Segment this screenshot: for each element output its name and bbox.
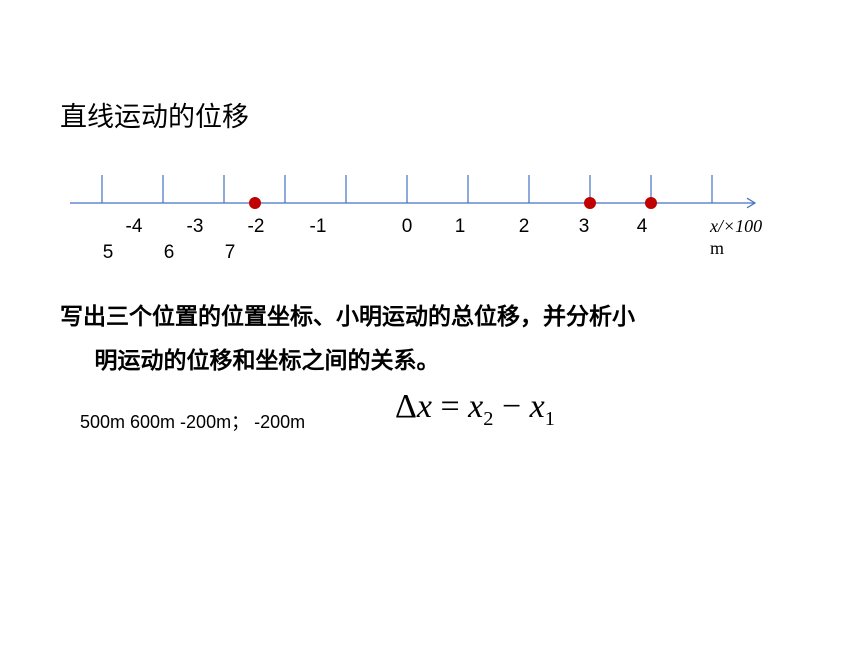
tick-label: 0 bbox=[402, 216, 413, 237]
question-text: 写出三个位置的位置坐标、小明运动的总位移，并分析小明运动的位移和坐标之间的关系。 bbox=[60, 295, 635, 382]
tick-label-bottom: 5 bbox=[103, 242, 114, 263]
delta-symbol: Δ bbox=[395, 388, 417, 425]
tick-label: 4 bbox=[637, 216, 648, 237]
tick-label: 3 bbox=[579, 216, 590, 237]
answers-text: 500m 600m -200m； -200m bbox=[80, 408, 305, 434]
axis-unit-line2: m bbox=[710, 238, 724, 258]
tick-label: -4 bbox=[126, 216, 143, 237]
slide: 直线运动的位移 -4 -3 -2 -1 0 1 2 3 4 5 6 7 x/×100m 写出三个位置的位… bbox=[0, 0, 860, 645]
slide-title: 直线运动的位移 bbox=[60, 95, 249, 134]
tick-label-bottom: 7 bbox=[225, 242, 236, 263]
tick-label: -2 bbox=[248, 216, 265, 237]
axis-unit-line1: x/×100 bbox=[709, 216, 762, 236]
minus: − bbox=[493, 388, 529, 425]
var-x: x bbox=[417, 388, 432, 425]
var-x2: x bbox=[468, 388, 483, 425]
sub-2: 2 bbox=[483, 408, 493, 430]
displacement-formula: Δx = x2 − x1 bbox=[395, 388, 555, 431]
tick-label: 1 bbox=[455, 216, 466, 237]
equals: = bbox=[432, 388, 468, 425]
sub-1: 1 bbox=[545, 408, 555, 430]
tick-label: -1 bbox=[310, 216, 327, 237]
tick-label-bottom: 6 bbox=[164, 242, 175, 263]
question-line: 明运动的位移和坐标之间的关系。 bbox=[60, 339, 635, 383]
number-line: -4 -3 -2 -1 0 1 2 3 4 5 6 7 x/×100m bbox=[70, 165, 780, 275]
tick-label: -3 bbox=[187, 216, 204, 237]
var-x1: x bbox=[530, 388, 545, 425]
question-line: 写出三个位置的位置坐标、小明运动的总位移，并分析小 bbox=[60, 295, 635, 339]
tick-label: 2 bbox=[519, 216, 530, 237]
